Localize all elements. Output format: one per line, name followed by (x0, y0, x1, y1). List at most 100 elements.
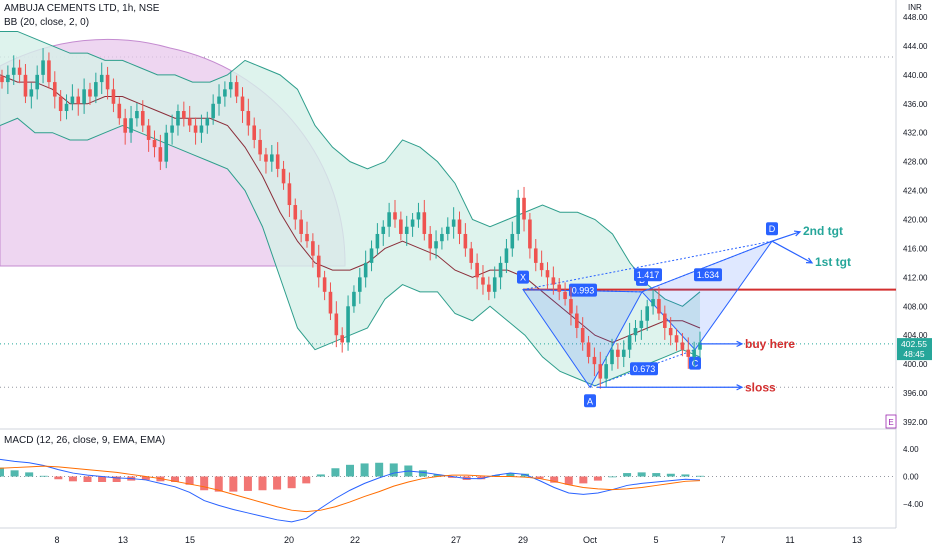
pattern-point-d: D (769, 224, 776, 234)
candle-body (140, 111, 145, 126)
time-tick: 15 (185, 535, 195, 545)
candle-body (240, 96, 245, 112)
candle-body (610, 349, 614, 365)
candle-body (123, 118, 127, 133)
candle-body (158, 147, 163, 162)
candle-body (692, 349, 696, 357)
candle-body (487, 284, 491, 292)
candle-body (105, 74, 110, 90)
candle-body (0, 76, 4, 83)
last-price-badge (897, 338, 932, 361)
macd-histogram-bar (171, 476, 179, 482)
signal-line (0, 465, 701, 513)
candle-body (357, 277, 362, 292)
candle-body (557, 284, 562, 292)
candle-body (586, 342, 591, 357)
candles (0, 48, 702, 389)
grid (0, 0, 897, 529)
macd-histogram-bar (243, 476, 252, 491)
macd-histogram-bar (535, 476, 544, 479)
axes: 392.00 396.00 400.00 404.00 408.00 412.00 416.… (54, 3, 932, 545)
macd-tick: 0.00 (903, 473, 919, 482)
macd-histogram-bar (637, 472, 646, 477)
candle-body (35, 74, 39, 90)
macd-histogram-bar (10, 470, 19, 477)
candle-body (422, 212, 427, 234)
candle-body (170, 125, 174, 133)
candle-body (334, 313, 339, 336)
macd-histogram-bar (112, 476, 121, 482)
candle-body (369, 248, 374, 263)
pattern-point-x: X (520, 273, 526, 283)
candle-body (305, 233, 309, 242)
candle-body (264, 154, 268, 162)
candle-body (281, 168, 286, 184)
candle-body (381, 226, 386, 234)
candle-body (440, 233, 444, 242)
candle-body (234, 82, 239, 97)
candle-body (627, 335, 632, 350)
candle-body (522, 197, 526, 220)
macd-histogram-bar (185, 476, 194, 485)
candle-body (223, 89, 227, 97)
tgt1-label: 1st tgt (815, 255, 851, 269)
macd-indicator-label: MACD (12, 26, close, 9, EMA, EMA) (4, 435, 166, 446)
macd-histogram-bar (521, 473, 529, 477)
bb-basis (0, 74, 701, 343)
macd-histogram-bar (418, 470, 427, 477)
candle-body (211, 103, 215, 119)
candle-body (111, 89, 116, 104)
macd-histogram-bar (506, 473, 515, 477)
time-tick: 5 (653, 535, 658, 545)
candle-body (399, 219, 403, 234)
candle-body (434, 241, 438, 249)
candle-body (270, 154, 274, 162)
candle-body (258, 139, 262, 155)
candle-body (375, 233, 380, 249)
macd-histogram-bar (360, 463, 369, 477)
macd-histogram-bar (302, 476, 311, 484)
candle-body (217, 96, 221, 104)
tgt2-arrow-head (793, 230, 802, 237)
candle-body (17, 67, 22, 75)
candle-body (164, 132, 169, 162)
candle-body (563, 291, 567, 300)
scale-mode-button (885, 414, 897, 429)
price-tick: 432.00 (903, 129, 928, 138)
price-tick: 444.00 (903, 42, 928, 51)
candle-body (199, 125, 204, 133)
candle-body (76, 96, 81, 104)
pattern-bd (641, 240, 773, 293)
macd-histogram-bar (331, 468, 340, 477)
pattern-point-a-box (584, 394, 596, 408)
candle-body (463, 233, 468, 249)
time-tick: 13 (852, 535, 862, 545)
candle-body (604, 364, 608, 379)
time-tick: 11 (785, 535, 794, 545)
candle-body (252, 125, 257, 140)
candle-body (99, 74, 104, 83)
candle-body (416, 212, 421, 220)
sloss-label: sloss (745, 380, 776, 394)
bb-lower (0, 117, 701, 387)
tgt1-arrow (771, 240, 813, 264)
candle-body (346, 306, 350, 343)
price-tick: 436.00 (903, 100, 928, 109)
candle-body (228, 82, 233, 90)
candle-body (287, 183, 292, 206)
price-tick: 416.00 (903, 244, 928, 253)
candle-body (680, 342, 685, 350)
candle-body (187, 118, 192, 126)
macd-pane (0, 458, 896, 523)
candle-body (481, 277, 485, 285)
tgt2-label: 2nd tgt (803, 224, 843, 238)
candle-body (193, 125, 198, 133)
candle-body (182, 111, 186, 119)
candle-body (387, 212, 391, 227)
candle-body (504, 248, 509, 263)
candle-body (651, 299, 655, 307)
annotations: buy here sloss 1st tgt 2nd tgt (597, 224, 851, 394)
candle-body (29, 89, 34, 97)
candle-body (475, 262, 479, 278)
